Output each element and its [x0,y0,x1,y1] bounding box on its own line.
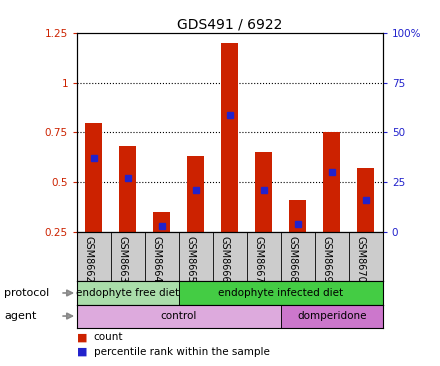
Text: GSM8669: GSM8669 [322,236,332,283]
Bar [179,281,383,305]
Text: GSM8668: GSM8668 [288,236,298,283]
Text: protocol: protocol [4,288,50,298]
Bar [187,156,205,232]
Text: GSM8665: GSM8665 [186,236,196,283]
Bar [77,281,179,305]
Bar [221,43,238,232]
Text: endophyte free diet: endophyte free diet [77,288,180,298]
Text: agent: agent [4,311,37,321]
Bar [290,200,306,232]
Text: GSM8664: GSM8664 [152,236,162,283]
Bar [120,146,136,232]
Text: GSM8662: GSM8662 [84,236,94,283]
Text: ■: ■ [77,347,88,357]
Bar [255,152,272,232]
Text: ■: ■ [77,332,88,342]
Text: control: control [161,311,197,321]
Text: GSM8663: GSM8663 [118,236,128,283]
Text: count: count [94,332,123,342]
Text: GSM8667: GSM8667 [254,236,264,283]
Bar [357,168,374,232]
Bar [85,123,103,232]
Bar [77,305,281,328]
Bar [323,132,340,232]
Text: endophyte infected diet: endophyte infected diet [218,288,344,298]
Bar [281,305,383,328]
Bar [154,212,170,232]
Title: GDS491 / 6922: GDS491 / 6922 [177,18,282,32]
Text: percentile rank within the sample: percentile rank within the sample [94,347,270,357]
Text: domperidone: domperidone [297,311,367,321]
Text: GSM8666: GSM8666 [220,236,230,283]
Text: GSM8670: GSM8670 [356,236,366,283]
